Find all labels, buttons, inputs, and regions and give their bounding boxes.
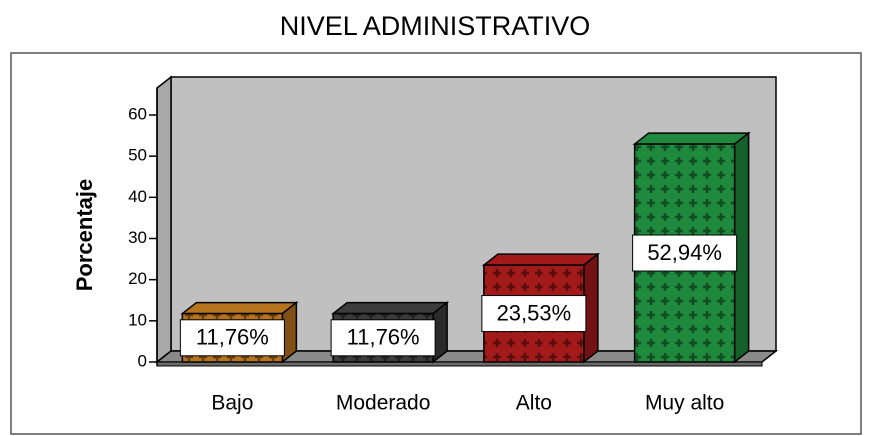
bar-top <box>632 132 751 145</box>
y-tick-label: 20 <box>128 269 147 288</box>
x-tick-label: Alto <box>516 392 552 415</box>
y-tick-label: 0 <box>138 351 147 370</box>
chart-title: NIVEL ADMINISTRATIVO <box>280 11 591 41</box>
y-axis-label: Porcentaje <box>72 179 97 292</box>
value-label: 23,53% <box>497 300 572 325</box>
value-label-box <box>481 295 587 333</box>
bar-top <box>180 301 299 315</box>
bar-top <box>481 253 601 266</box>
value-label-box <box>632 234 738 272</box>
bar-top <box>330 301 450 315</box>
value-label: 11,76% <box>196 325 269 350</box>
value-label: 11,76% <box>347 325 420 350</box>
x-tick-label: Bajo <box>211 392 253 415</box>
x-tick-label: Moderado <box>336 392 431 415</box>
x-tick-label: Muy alto <box>645 392 724 415</box>
y-tick-label: 60 <box>128 104 147 123</box>
value-label-box <box>330 319 436 357</box>
side-wall <box>156 75 172 364</box>
value-label-box <box>179 319 285 357</box>
y-tick-label: 30 <box>128 228 147 247</box>
y-tick-label: 50 <box>128 146 147 165</box>
y-tick-label: 40 <box>128 187 147 206</box>
value-label: 52,94% <box>647 240 722 265</box>
y-tick-label: 10 <box>128 310 147 329</box>
